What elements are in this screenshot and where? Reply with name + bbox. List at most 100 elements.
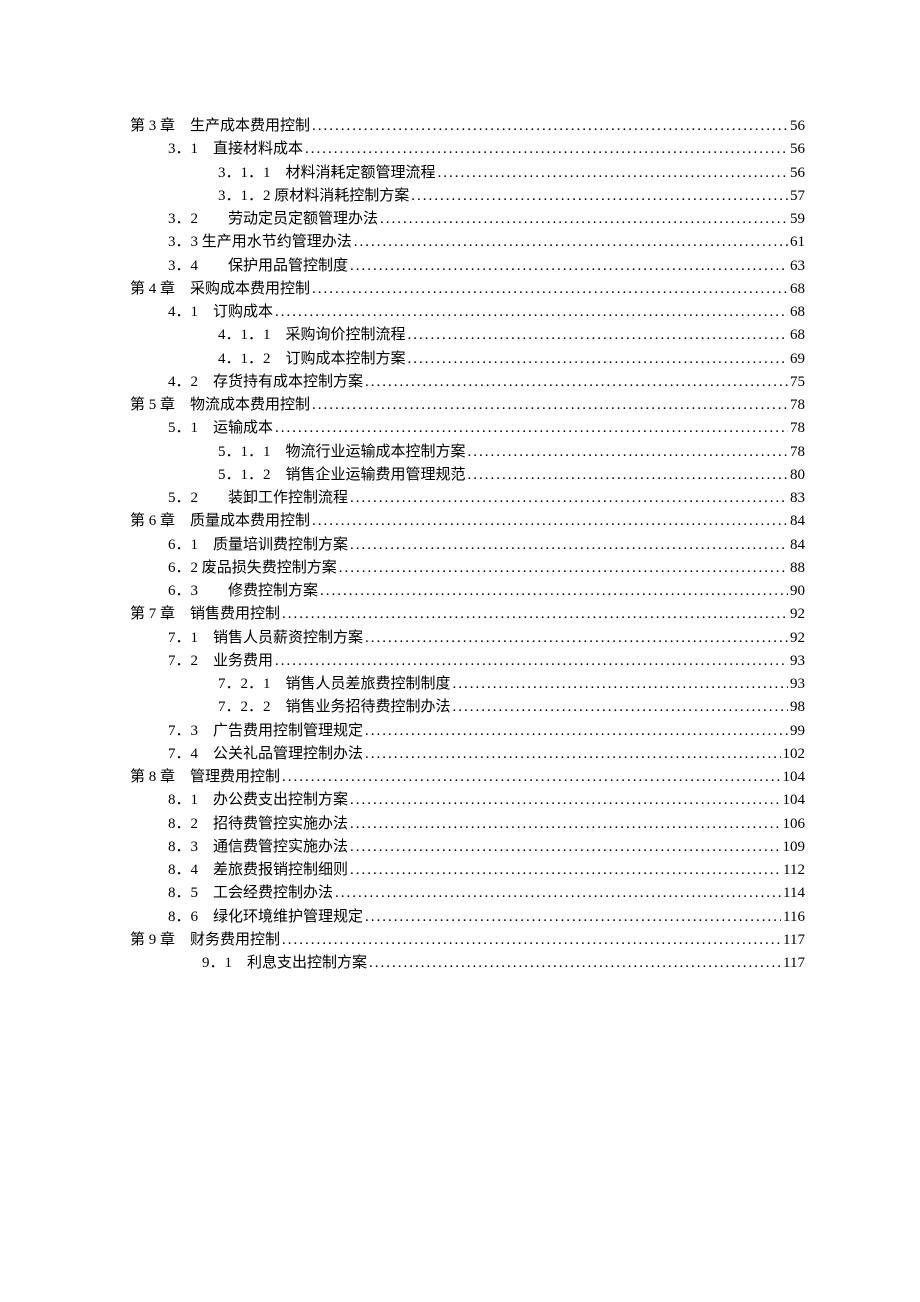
toc-dot-leader [411,185,788,208]
toc-entry-s3-1-2: 3．1．2 原材料消耗控制方案 57 [130,185,805,208]
toc-label: 3．4 保护用品管控制度 [168,255,348,278]
toc-label: 9．1 利息支出控制方案 [202,952,367,975]
toc-entry-ch4: 第 4 章 采购成本费用控制 68 [130,278,805,301]
toc-dot-leader [408,348,788,371]
toc-label: 7．1 销售人员薪资控制方案 [168,627,363,650]
toc-entry-s5-2: 5．2 装卸工作控制流程83 [130,487,805,510]
toc-page-number: 117 [783,952,805,975]
toc-entry-s9-1: 9．1 利息支出控制方案 117 [130,952,805,975]
toc-entry-s3-1-1: 3．1．1 材料消耗定额管理流程 56 [130,162,805,185]
toc-label: 5．1．2 销售企业运输费用管理规范 [218,464,466,487]
toc-label: 8．4 差旅费报销控制细则 [168,859,348,882]
toc-page-number: 56 [790,138,805,161]
toc-dot-leader [350,487,788,510]
toc-entry-s8-2: 8．2 招待费管控实施办法 106 [130,813,805,836]
toc-entry-s3-4: 3．4 保护用品管控制度 63 [130,255,805,278]
toc-label: 5．2 装卸工作控制流程 [168,487,348,510]
toc-page-number: 75 [790,371,805,394]
toc-dot-leader [350,813,780,836]
toc-label: 4．2 存货持有成本控制方案 [168,371,363,394]
toc-label: 3．2 劳动定员定额管理办法 [168,208,378,231]
toc-page-number: 106 [783,813,806,836]
toc-page-number: 78 [790,441,805,464]
toc-dot-leader [282,603,788,626]
toc-label: 3．1．1 材料消耗定额管理流程 [218,162,436,185]
toc-dot-leader [350,534,788,557]
toc-dot-leader [350,836,780,859]
toc-label: 4．1 订购成本 [168,301,273,324]
toc-page-number: 57 [790,185,805,208]
toc-label: 3．1 直接材料成本 [168,138,303,161]
toc-page-number: 56 [790,162,805,185]
toc-label: 8．1 办公费支出控制方案 [168,789,348,812]
toc-page-number: 93 [790,650,805,673]
toc-page-number: 92 [790,603,805,626]
toc-entry-s4-1-1: 4．1．1 采购询价控制流程68 [130,324,805,347]
toc-entry-s5-1-1: 5．1．1 物流行业运输成本控制方案78 [130,441,805,464]
toc-label: 6．2 废品损失费控制方案 [168,557,337,580]
toc-page-number: 114 [783,882,805,905]
toc-entry-ch8: 第 8 章 管理费用控制 104 [130,766,805,789]
toc-label: 第 9 章 财务费用控制 [130,929,280,952]
toc-dot-leader [312,115,788,138]
toc-label: 7．2．1 销售人员差旅费控制制度 [218,673,451,696]
toc-dot-leader [453,673,788,696]
toc-dot-leader [312,510,788,533]
toc-dot-leader [339,557,788,580]
toc-entry-s6-2: 6．2 废品损失费控制方案88 [130,557,805,580]
toc-label: 7．4 公关礼品管理控制办法 [168,743,363,766]
toc-label: 第 7 章 销售费用控制 [130,603,280,626]
toc-label: 8．3 通信费管控实施办法 [168,836,348,859]
toc-dot-leader [275,650,788,673]
toc-dot-leader [350,789,780,812]
toc-label: 第 6 章 质量成本费用控制 [130,510,310,533]
toc-page-number: 112 [783,859,805,882]
toc-label: 第 8 章 管理费用控制 [130,766,280,789]
toc-dot-leader [275,417,788,440]
toc-page-number: 117 [783,929,805,952]
toc-label: 8．6 绿化环境维护管理规定 [168,906,363,929]
toc-entry-s8-3: 8．3 通信费管控实施办法109 [130,836,805,859]
toc-entry-s4-1-2: 4．1．2 订购成本控制方案 69 [130,348,805,371]
toc-entry-ch7: 第 7 章 销售费用控制 92 [130,603,805,626]
toc-dot-leader [320,580,788,603]
table-of-contents: 第 3 章 生产成本费用控制563．1 直接材料成本563．1．1 材料消耗定额… [130,115,805,975]
toc-page-number: 69 [790,348,805,371]
toc-page-number: 102 [783,743,806,766]
toc-dot-leader [408,324,788,347]
toc-dot-leader [350,859,781,882]
toc-label: 5．1 运输成本 [168,417,273,440]
toc-entry-s7-2-1: 7．2．1 销售人员差旅费控制制度 93 [130,673,805,696]
toc-entry-s7-2-2: 7．2．2 销售业务招待费控制办法98 [130,696,805,719]
toc-dot-leader [335,882,781,905]
toc-entry-s4-2: 4．2 存货持有成本控制方案 75 [130,371,805,394]
toc-page-number: 56 [790,115,805,138]
toc-page-number: 63 [790,255,805,278]
toc-entry-s7-4: 7．4 公关礼品管理控制办法 102 [130,743,805,766]
toc-label: 4．1．2 订购成本控制方案 [218,348,406,371]
toc-label: 第 4 章 采购成本费用控制 [130,278,310,301]
toc-page-number: 68 [790,324,805,347]
toc-label: 7．2 业务费用 [168,650,273,673]
toc-entry-s3-2: 3．2 劳动定员定额管理办法59 [130,208,805,231]
toc-page-number: 104 [783,789,806,812]
toc-label: 6．1 质量培训费控制方案 [168,534,348,557]
toc-entry-ch3: 第 3 章 生产成本费用控制56 [130,115,805,138]
toc-dot-leader [438,162,788,185]
toc-entry-ch5: 第 5 章 物流成本费用控制78 [130,394,805,417]
toc-page-number: 116 [783,906,805,929]
toc-dot-leader [365,906,781,929]
toc-label: 3．1．2 原材料消耗控制方案 [218,185,409,208]
toc-label: 第 5 章 物流成本费用控制 [130,394,310,417]
toc-dot-leader [312,394,788,417]
toc-page-number: 99 [790,720,805,743]
toc-page-number: 68 [790,278,805,301]
toc-page-number: 104 [783,766,806,789]
toc-entry-s3-1: 3．1 直接材料成本 56 [130,138,805,161]
toc-page-number: 93 [790,673,805,696]
toc-entry-s7-2: 7．2 业务费用 93 [130,650,805,673]
toc-page-number: 61 [790,231,805,254]
toc-page-number: 78 [790,417,805,440]
toc-label: 8．2 招待费管控实施办法 [168,813,348,836]
toc-entry-s8-5: 8．5 工会经费控制办法114 [130,882,805,905]
